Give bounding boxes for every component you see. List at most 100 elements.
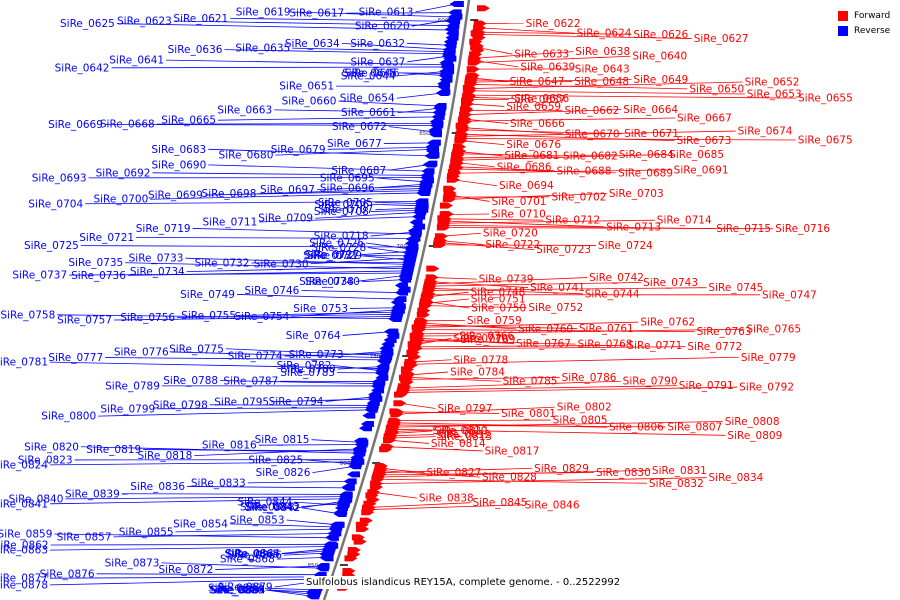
gene-label[interactable]: SiRe_0868 [220, 554, 275, 566]
gene-label[interactable]: SiRe_0669 [48, 119, 103, 131]
gene-label[interactable]: SiRe_0735 [68, 257, 123, 269]
gene-label[interactable]: SiRe_0664 [623, 104, 678, 116]
gene-label[interactable]: SiRe_0824 [0, 459, 48, 471]
gene-label[interactable]: SiRe_0779 [741, 352, 796, 364]
gene-label[interactable]: SiRe_0726 [309, 238, 364, 250]
gene-label[interactable]: SiRe_0645 [342, 67, 397, 79]
gene-label[interactable]: SiRe_0638 [575, 46, 630, 58]
gene-label[interactable]: SiRe_0805 [553, 415, 608, 427]
gene-label[interactable]: SiRe_0691 [674, 164, 729, 176]
gene-label[interactable]: SiRe_0690 [151, 159, 206, 171]
gene-label[interactable]: SiRe_0654 [340, 93, 395, 105]
gene-label[interactable]: SiRe_0818 [137, 450, 192, 462]
gene-label[interactable]: SiRe_0885 [210, 585, 265, 597]
gene-label[interactable]: SiRe_0707 [319, 204, 374, 216]
gene-label[interactable]: SiRe_0816 [202, 440, 257, 452]
gene-label[interactable]: SiRe_0838 [419, 493, 474, 505]
gene-label[interactable]: SiRe_0701 [492, 196, 547, 208]
gene-label[interactable]: SiRe_0651 [279, 81, 334, 93]
gene-label[interactable]: SiRe_0829 [534, 463, 589, 475]
gene-label[interactable]: SiRe_0653 [747, 89, 802, 101]
gene-label[interactable]: SiRe_0632 [350, 38, 405, 50]
gene-label[interactable]: SiRe_0794 [269, 396, 324, 408]
gene-label[interactable]: SiRe_0769 [461, 334, 516, 346]
gene-label[interactable]: SiRe_0778 [453, 354, 508, 366]
gene-label[interactable]: SiRe_0625 [60, 18, 115, 30]
gene-label[interactable]: SiRe_0728 [311, 242, 366, 254]
gene-label[interactable]: SiRe_0698 [202, 188, 257, 200]
gene-label[interactable]: SiRe_0814 [431, 438, 486, 450]
gene-label[interactable]: SiRe_0700 [93, 194, 148, 206]
gene-label[interactable]: SiRe_0649 [633, 74, 688, 86]
gene-label[interactable]: SiRe_0684 [619, 149, 674, 161]
gene-label[interactable]: SiRe_0714 [657, 215, 712, 227]
gene-label[interactable]: SiRe_0792 [739, 382, 794, 394]
gene-label[interactable]: SiRe_0763 [697, 326, 752, 338]
gene-label[interactable]: SiRe_0800 [41, 411, 96, 423]
gene-label[interactable]: SiRe_0675 [798, 134, 853, 146]
gene-label[interactable]: SiRe_0762 [640, 317, 695, 329]
gene-label[interactable]: SiRe_0729 [307, 250, 362, 262]
gene-label[interactable]: SiRe_0813 [437, 431, 492, 443]
gene-label[interactable]: SiRe_0672 [332, 121, 387, 133]
gene-label[interactable]: SiRe_0753 [293, 303, 348, 315]
gene-label[interactable]: SiRe_0663 [217, 104, 272, 116]
gene-label[interactable]: SiRe_0617 [289, 8, 344, 20]
gene-label[interactable]: SiRe_0647 [510, 76, 565, 88]
gene-label[interactable]: SiRe_0884 [211, 585, 266, 597]
gene-label[interactable]: SiRe_0742 [589, 272, 644, 284]
gene-label[interactable]: SiRe_0741 [530, 282, 585, 294]
gene-label[interactable]: SiRe_0789 [105, 380, 160, 392]
gene-label[interactable]: SiRe_0621 [173, 13, 228, 25]
gene-label[interactable]: SiRe_0709 [258, 213, 313, 225]
gene-label[interactable]: SiRe_0760 [518, 323, 573, 335]
gene-label[interactable]: SiRe_0820 [24, 441, 79, 453]
gene-label[interactable]: SiRe_0744 [585, 288, 640, 300]
gene-label[interactable]: SiRe_0734 [130, 266, 185, 278]
gene-label[interactable]: SiRe_0751 [471, 293, 526, 305]
gene-label[interactable]: SiRe_0666 [510, 118, 565, 130]
gene-label[interactable]: SiRe_0773 [289, 349, 344, 361]
gene-label[interactable]: SiRe_0633 [514, 49, 569, 61]
gene-label[interactable]: SiRe_0750 [471, 303, 526, 315]
gene-label[interactable]: SiRe_0811 [434, 425, 489, 437]
gene-label[interactable]: SiRe_0833 [191, 477, 246, 489]
gene-label[interactable]: SiRe_0872 [158, 564, 213, 576]
gene-label[interactable]: SiRe_0743 [643, 277, 698, 289]
gene-label[interactable]: SiRe_0809 [727, 430, 782, 442]
gene-label[interactable]: SiRe_0650 [689, 83, 744, 95]
gene-label[interactable]: SiRe_0687 [331, 165, 386, 177]
gene-label[interactable]: SiRe_0830 [596, 467, 651, 479]
gene-label[interactable]: SiRe_0657 [511, 94, 566, 106]
gene-label[interactable]: SiRe_0665 [161, 115, 216, 127]
gene-label[interactable]: SiRe_0682 [563, 150, 618, 162]
gene-label[interactable]: SiRe_0873 [105, 557, 160, 569]
gene-label[interactable]: SiRe_0791 [679, 380, 734, 392]
gene-label[interactable]: SiRe_0797 [437, 403, 492, 415]
gene-label[interactable]: SiRe_0655 [798, 93, 853, 105]
gene-label[interactable]: SiRe_0839 [65, 488, 120, 500]
gene-label[interactable]: SiRe_0832 [649, 478, 704, 490]
gene-label[interactable]: SiRe_0646 [345, 67, 400, 79]
gene-label[interactable]: SiRe_0823 [18, 454, 73, 466]
gene-label[interactable]: SiRe_0739 [479, 274, 534, 286]
gene-label[interactable]: SiRe_0817 [485, 445, 540, 457]
gene-label[interactable]: SiRe_0613 [359, 7, 414, 19]
gene-label[interactable]: SiRe_0865 [224, 548, 279, 560]
gene-label[interactable]: SiRe_0765 [746, 324, 801, 336]
gene-label[interactable]: SiRe_0626 [633, 29, 688, 41]
gene-label[interactable]: SiRe_0755 [181, 310, 236, 322]
gene-label[interactable]: SiRe_0780 [281, 364, 336, 376]
gene-label[interactable]: SiRe_0712 [545, 215, 600, 227]
gene-label[interactable]: SiRe_0834 [709, 472, 764, 484]
gene-label[interactable]: SiRe_0642 [55, 62, 110, 74]
gene-label[interactable]: SiRe_0819 [86, 444, 141, 456]
gene-label[interactable]: SiRe_0757 [57, 314, 112, 326]
gene-label[interactable]: SiRe_0812 [436, 429, 491, 441]
gene-label[interactable]: SiRe_0705 [318, 197, 373, 209]
gene-label[interactable]: SiRe_0623 [117, 15, 172, 27]
gene-label[interactable]: SiRe_0703 [609, 188, 664, 200]
gene-label[interactable]: SiRe_0704 [28, 198, 83, 210]
gene-label[interactable]: SiRe_0702 [551, 191, 606, 203]
gene-label[interactable]: SiRe_0667 [677, 112, 732, 124]
